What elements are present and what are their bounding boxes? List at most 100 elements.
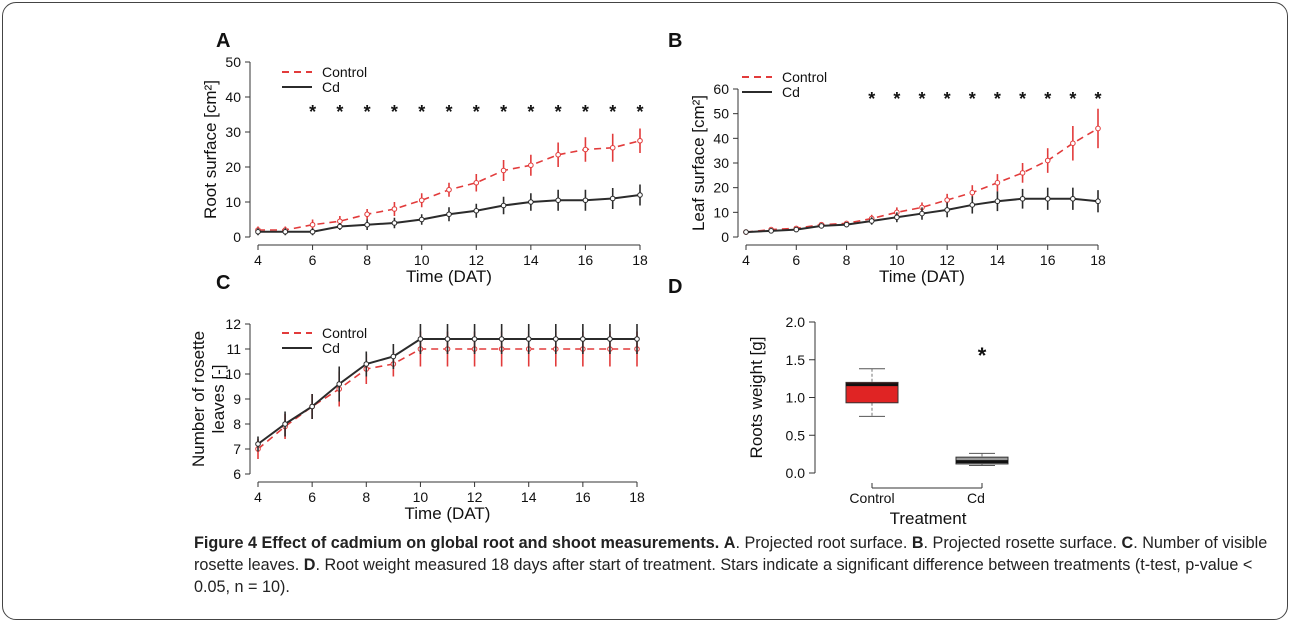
y-tick-label: 0 [233,229,241,245]
x-tick-label: 12 [467,489,483,505]
series-cd [255,184,643,236]
significance-star: * [555,102,562,122]
data-point [337,223,343,230]
legend-label-control: Control [322,64,367,80]
box-control [845,368,899,417]
data-point [552,336,559,342]
y-tick-label: 1.0 [786,390,806,406]
data-point [417,336,424,342]
y-tick-label: 50 [225,54,241,70]
panel-letter: B [668,30,682,52]
x-axis-label: Time (DAT) [405,504,491,523]
data-point [473,207,480,214]
significance-star: * [994,89,1001,109]
data-point [500,202,507,209]
data-point [336,381,343,387]
y-tick-label: 10 [225,366,241,382]
y-tick-label: 6 [233,466,241,482]
series-cd [255,324,640,452]
legend-label-cd: Cd [782,84,800,100]
x-axis-label: Time (DAT) [879,267,965,286]
caption-text-c: . Number of visible rosette leaves. [194,534,1268,574]
data-point [446,186,452,193]
data-point [1044,157,1051,164]
figure-caption: Figure 4 Effect of cadmium on global roo… [194,532,1274,598]
significance-star: * [1094,89,1101,109]
data-point [555,151,561,158]
panel-letter: A [216,30,230,52]
significance-star: * [868,89,875,109]
significance-star: * [1044,89,1051,109]
y-tick-label: 7 [233,441,241,457]
significance-star: * [445,102,452,122]
series-cd [743,187,1101,235]
caption-text-d: . Root weight measured 18 days after sta… [194,556,1253,596]
data-point [637,137,643,144]
legend-label-control: Control [322,325,367,341]
data-point [1095,125,1101,132]
data-point [390,353,397,360]
y-tick-label: 20 [225,159,241,175]
significance-star: * [391,102,398,122]
x-tick-label: 8 [843,252,851,268]
x-tick-label: 6 [792,252,800,268]
x-axis-label: Treatment [890,509,967,528]
x-axis-label: Time (DAT) [406,267,492,286]
data-point [309,221,316,228]
y-axis-label: leaves [-] [209,365,228,434]
significance-star: * [527,102,534,122]
x-tick-label: 10 [414,252,430,268]
data-point [994,179,1001,186]
significance-star: * [500,102,507,122]
significance-star: * [918,89,925,109]
data-point [994,198,1001,205]
x-tick-label: 8 [363,252,371,268]
data-point [1070,140,1076,147]
y-axis-label: Root surface [cm²] [201,80,220,219]
x-tick-label: 4 [742,252,750,268]
data-point [528,162,534,169]
y-tick-label: 10 [225,194,241,210]
y-tick-label: 0.5 [786,427,806,443]
data-point [444,336,451,342]
x-tick-label: 4 [254,489,262,505]
data-point [894,214,900,221]
data-point [969,189,976,196]
y-tick-label: 40 [225,89,241,105]
x-tick-label: 12 [468,252,484,268]
data-point [282,421,288,427]
data-point [282,228,289,235]
data-point [607,336,613,342]
data-point [582,146,589,153]
y-tick-label: 1.5 [786,352,806,368]
panel-b: B 0 10 20 30 40 50 60 4 6 8 10 12 14 16 18 Time (DAT) Lea… [668,30,1106,286]
x-tick-label: 18 [632,252,648,268]
y-tick-label: 2.0 [786,314,806,330]
y-tick-label: 30 [225,124,241,140]
y-tick-label: 10 [713,204,729,220]
data-point [944,207,950,213]
x-tick-label: 10 [889,252,905,268]
data-point [580,336,586,342]
caption-title: Effect of cadmium on global root and sho… [261,534,720,552]
data-point [1095,198,1101,205]
y-tick-label: 30 [713,155,729,171]
significance-star: * [1019,89,1026,109]
data-point [364,221,370,228]
data-point [634,336,640,342]
y-tick-label: 20 [713,180,729,196]
significance-star: * [944,89,951,109]
significance-star: * [969,89,976,109]
significance-star: * [1069,89,1076,109]
x-tick-label: 4 [254,252,262,268]
data-point [1019,195,1026,202]
y-axis-label: Leaf surface [cm²] [689,95,708,231]
data-point [609,195,616,202]
significance-star: * [609,102,616,122]
x-tick-label: 14 [990,252,1006,268]
x-tick-label: 14 [523,252,539,268]
data-point [498,336,505,342]
significance-star: * [364,102,371,122]
panel-letter: D [668,276,682,298]
data-point [255,228,261,235]
